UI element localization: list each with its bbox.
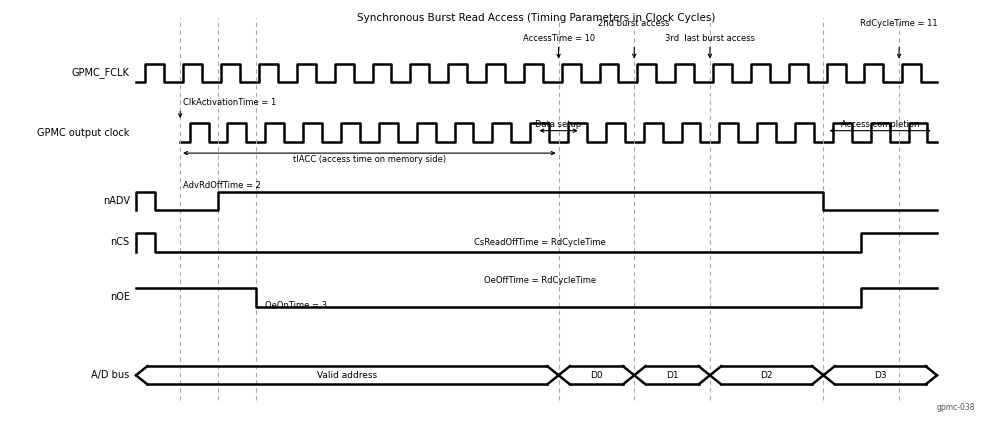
Text: 3rd  last burst access: 3rd last burst access bbox=[665, 34, 755, 43]
Text: ClkActivationTime = 1: ClkActivationTime = 1 bbox=[183, 98, 276, 108]
Text: D0: D0 bbox=[590, 371, 603, 380]
Text: OeOnTime = 3: OeOnTime = 3 bbox=[266, 301, 327, 310]
Text: 2nd burst access: 2nd burst access bbox=[599, 19, 670, 28]
Text: nADV: nADV bbox=[103, 196, 130, 206]
Text: CsReadOffTime = RdCycleTime: CsReadOffTime = RdCycleTime bbox=[474, 238, 606, 247]
Text: tIACC (access time on memory side): tIACC (access time on memory side) bbox=[292, 156, 446, 164]
Text: A/D bus: A/D bus bbox=[91, 370, 130, 380]
Text: D2: D2 bbox=[760, 371, 773, 380]
Text: nCS: nCS bbox=[111, 238, 130, 247]
Text: GPMC output clock: GPMC output clock bbox=[38, 128, 130, 138]
Text: D3: D3 bbox=[874, 371, 887, 380]
Text: AccessTime = 10: AccessTime = 10 bbox=[522, 34, 595, 43]
Text: AdvRdOffTime = 2: AdvRdOffTime = 2 bbox=[183, 181, 262, 190]
Text: nOE: nOE bbox=[110, 292, 130, 303]
Text: D1: D1 bbox=[666, 371, 679, 380]
Text: Data setup: Data setup bbox=[535, 120, 582, 129]
Text: GPMC_FCLK: GPMC_FCLK bbox=[72, 68, 130, 78]
Text: Synchronous Burst Read Access (Timing Parameters in Clock Cycles): Synchronous Burst Read Access (Timing Pa… bbox=[358, 14, 716, 23]
Text: Access completion: Access completion bbox=[841, 120, 920, 129]
Text: Valid address: Valid address bbox=[317, 371, 378, 380]
Text: RdCycleTime = 11: RdCycleTime = 11 bbox=[860, 19, 937, 28]
Text: gpmc-038: gpmc-038 bbox=[936, 403, 975, 412]
Text: OeOffTime = RdCycleTime: OeOffTime = RdCycleTime bbox=[484, 277, 596, 286]
